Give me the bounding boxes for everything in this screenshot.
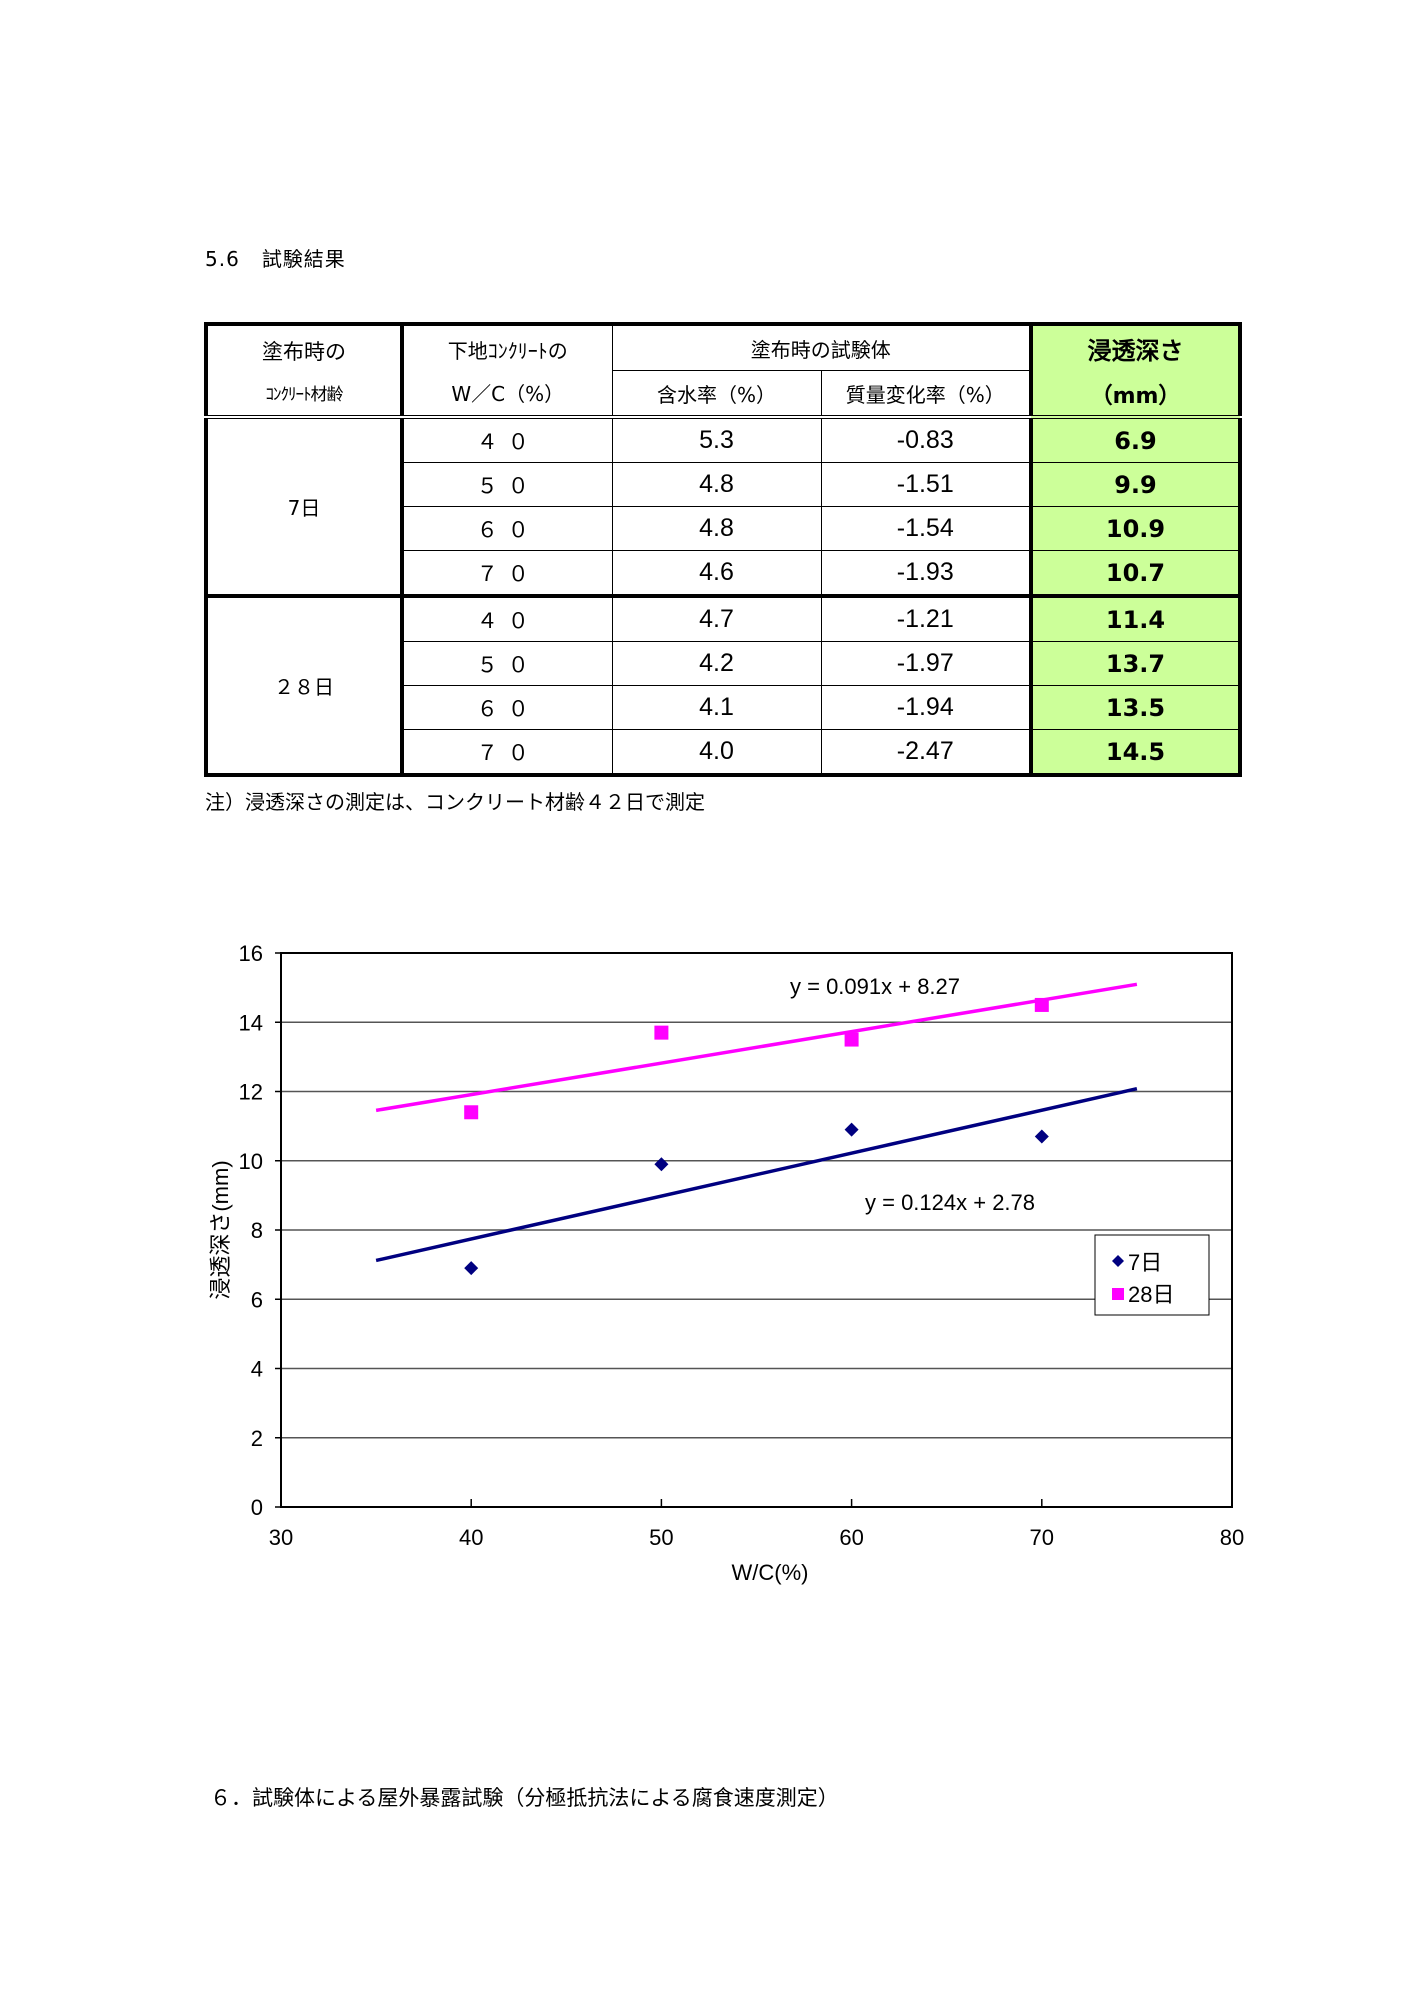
- legend-label-7d: 7日: [1128, 1250, 1162, 1275]
- table-row: ７０ 4.0 -2.47 14.5: [206, 729, 1241, 776]
- mass-change-cell: -1.93: [820, 550, 1033, 598]
- x-tick-label: 40: [459, 1525, 483, 1550]
- y-tick-label: 14: [239, 1010, 263, 1035]
- table-row: ６０ 4.1 -1.94 13.5: [206, 685, 1241, 730]
- y-tick-label: 0: [251, 1495, 263, 1520]
- y-axis-label: 浸透深さ(mm): [208, 1160, 233, 1299]
- legend-diamond-icon: [1112, 1255, 1124, 1267]
- x-tick-label: 60: [839, 1525, 863, 1550]
- y-tick-label: 8: [251, 1218, 263, 1243]
- header-moisture: 含水率（%）: [611, 370, 822, 419]
- results-table: 塗布時の ｺﾝｸﾘｰﾄ材齢 下地ｺﾝｸﾘｰﾄの W／C（%） 塗布時の試験体 浸…: [204, 322, 1242, 777]
- table-row: ６０ 4.8 -1.54 10.9: [206, 506, 1241, 551]
- table-row: 7日 ４０ 5.3 -0.83 6.9: [205, 416, 1241, 598]
- chart-gridlines: [281, 1021, 1232, 1439]
- wc-cell: ７０: [401, 729, 613, 776]
- chart-legend: 7日 28日: [1094, 1234, 1210, 1316]
- header-depth: 浸透深さ （mm）: [1030, 323, 1241, 419]
- moisture-cell: 4.8: [611, 462, 822, 507]
- depth-cell: 10.9: [1030, 506, 1241, 551]
- diamond-marker-icon: [1034, 1129, 1049, 1144]
- header-age-line1: 塗布時の: [262, 340, 346, 364]
- header-specimen-group: 塗布時の試験体: [611, 323, 1033, 371]
- trendline: [375, 1087, 1138, 1263]
- moisture-cell: 5.3: [611, 416, 822, 463]
- wc-cell: ７０: [401, 550, 613, 598]
- trendlines: [375, 982, 1138, 1263]
- table-note: 注）浸透深さの測定は、コンクリート材齢４２日で測定: [205, 790, 705, 814]
- moisture-cell: 4.8: [611, 506, 822, 551]
- x-tick-label: 30: [269, 1525, 293, 1550]
- data-points: [464, 997, 1049, 1276]
- square-marker-icon: [844, 1032, 859, 1047]
- y-axis-ticks: 0 2 4 6 8 10 12 14 16: [239, 941, 281, 1520]
- x-axis-ticks: 30 40 50 60 70 80: [269, 1499, 1244, 1550]
- moisture-cell: 4.2: [611, 641, 822, 686]
- y-tick-label: 10: [239, 1149, 263, 1174]
- mass-change-cell: -1.54: [820, 506, 1033, 551]
- depth-cell: 14.5: [1030, 729, 1241, 776]
- diamond-marker-icon: [654, 1157, 669, 1172]
- y-tick-label: 6: [251, 1287, 263, 1312]
- header-depth-line1: 浸透深さ: [1087, 337, 1184, 365]
- scatter-chart: 0 2 4 6 8 10 12 14 16 30 40 50 60 70 80 y = 0.091x + …: [208, 941, 1244, 1585]
- header-wc: 下地ｺﾝｸﾘｰﾄの W／C（%）: [401, 323, 613, 419]
- depth-cell: 6.9: [1030, 416, 1241, 463]
- table-row: ５０ 4.2 -1.97 13.7: [206, 641, 1241, 686]
- mass-change-cell: -1.51: [820, 462, 1033, 507]
- depth-cell: 13.7: [1030, 641, 1241, 686]
- wc-cell: ５０: [401, 462, 613, 507]
- depth-cell: 11.4: [1030, 595, 1241, 642]
- header-age-line2: ｺﾝｸﾘｰﾄ材齢: [265, 385, 344, 405]
- diamond-marker-icon: [844, 1122, 859, 1137]
- trendline-equation-28d: y = 0.091x + 8.27: [790, 974, 960, 999]
- square-marker-icon: [654, 1025, 669, 1040]
- moisture-cell: 4.1: [611, 685, 822, 730]
- section-number: 5.6: [205, 247, 240, 271]
- header-age: 塗布時の ｺﾝｸﾘｰﾄ材齢: [205, 323, 404, 419]
- section-heading: 5.6 試験結果: [205, 243, 346, 272]
- wc-cell: ４０: [401, 595, 613, 642]
- table-row: ７０ 4.6 -1.93 10.7: [206, 550, 1241, 598]
- next-section-title: ６．試験体による屋外暴露試験（分極抵抗法による腐食速度測定）: [210, 1786, 839, 1810]
- depth-cell: 10.7: [1030, 550, 1241, 598]
- x-tick-label: 50: [649, 1525, 673, 1550]
- legend-square-icon: [1112, 1288, 1124, 1300]
- mass-change-cell: -0.83: [820, 416, 1033, 463]
- y-tick-label: 16: [239, 941, 263, 966]
- header-wc-line2: W／C（%）: [451, 381, 565, 406]
- moisture-cell: 4.0: [611, 729, 822, 776]
- wc-cell: ６０: [401, 685, 613, 730]
- wc-cell: ６０: [401, 506, 613, 551]
- x-axis-label: W/C(%): [732, 1560, 809, 1585]
- depth-cell: 9.9: [1030, 462, 1241, 507]
- table-row: ５０ 4.8 -1.51 9.9: [206, 462, 1241, 507]
- trendline: [375, 982, 1138, 1113]
- header-mass-change: 質量変化率（%）: [820, 370, 1033, 419]
- depth-cell: 13.5: [1030, 685, 1241, 730]
- diamond-marker-icon: [464, 1261, 479, 1276]
- header-depth-line2: （mm）: [1090, 384, 1181, 409]
- mass-change-cell: -1.21: [820, 595, 1033, 642]
- age-cell-28d: ２８日: [205, 595, 404, 776]
- x-tick-label: 70: [1030, 1525, 1054, 1550]
- y-tick-label: 12: [239, 1080, 263, 1105]
- section-title: 試験結果: [261, 247, 346, 271]
- square-marker-icon: [1034, 997, 1049, 1012]
- age-cell-7d: 7日: [205, 416, 404, 598]
- x-tick-label: 80: [1220, 1525, 1244, 1550]
- table-row: ２８日 ４０ 4.7 -1.21 11.4: [205, 595, 1241, 776]
- mass-change-cell: -1.94: [820, 685, 1033, 730]
- mass-change-cell: -2.47: [820, 729, 1033, 776]
- trendline-equation-7d: y = 0.124x + 2.78: [865, 1190, 1035, 1215]
- y-tick-label: 2: [251, 1426, 263, 1451]
- square-marker-icon: [464, 1105, 479, 1120]
- legend-label-28d: 28日: [1128, 1282, 1174, 1307]
- y-tick-label: 4: [251, 1357, 263, 1382]
- header-wc-line1: 下地ｺﾝｸﾘｰﾄの: [447, 338, 568, 363]
